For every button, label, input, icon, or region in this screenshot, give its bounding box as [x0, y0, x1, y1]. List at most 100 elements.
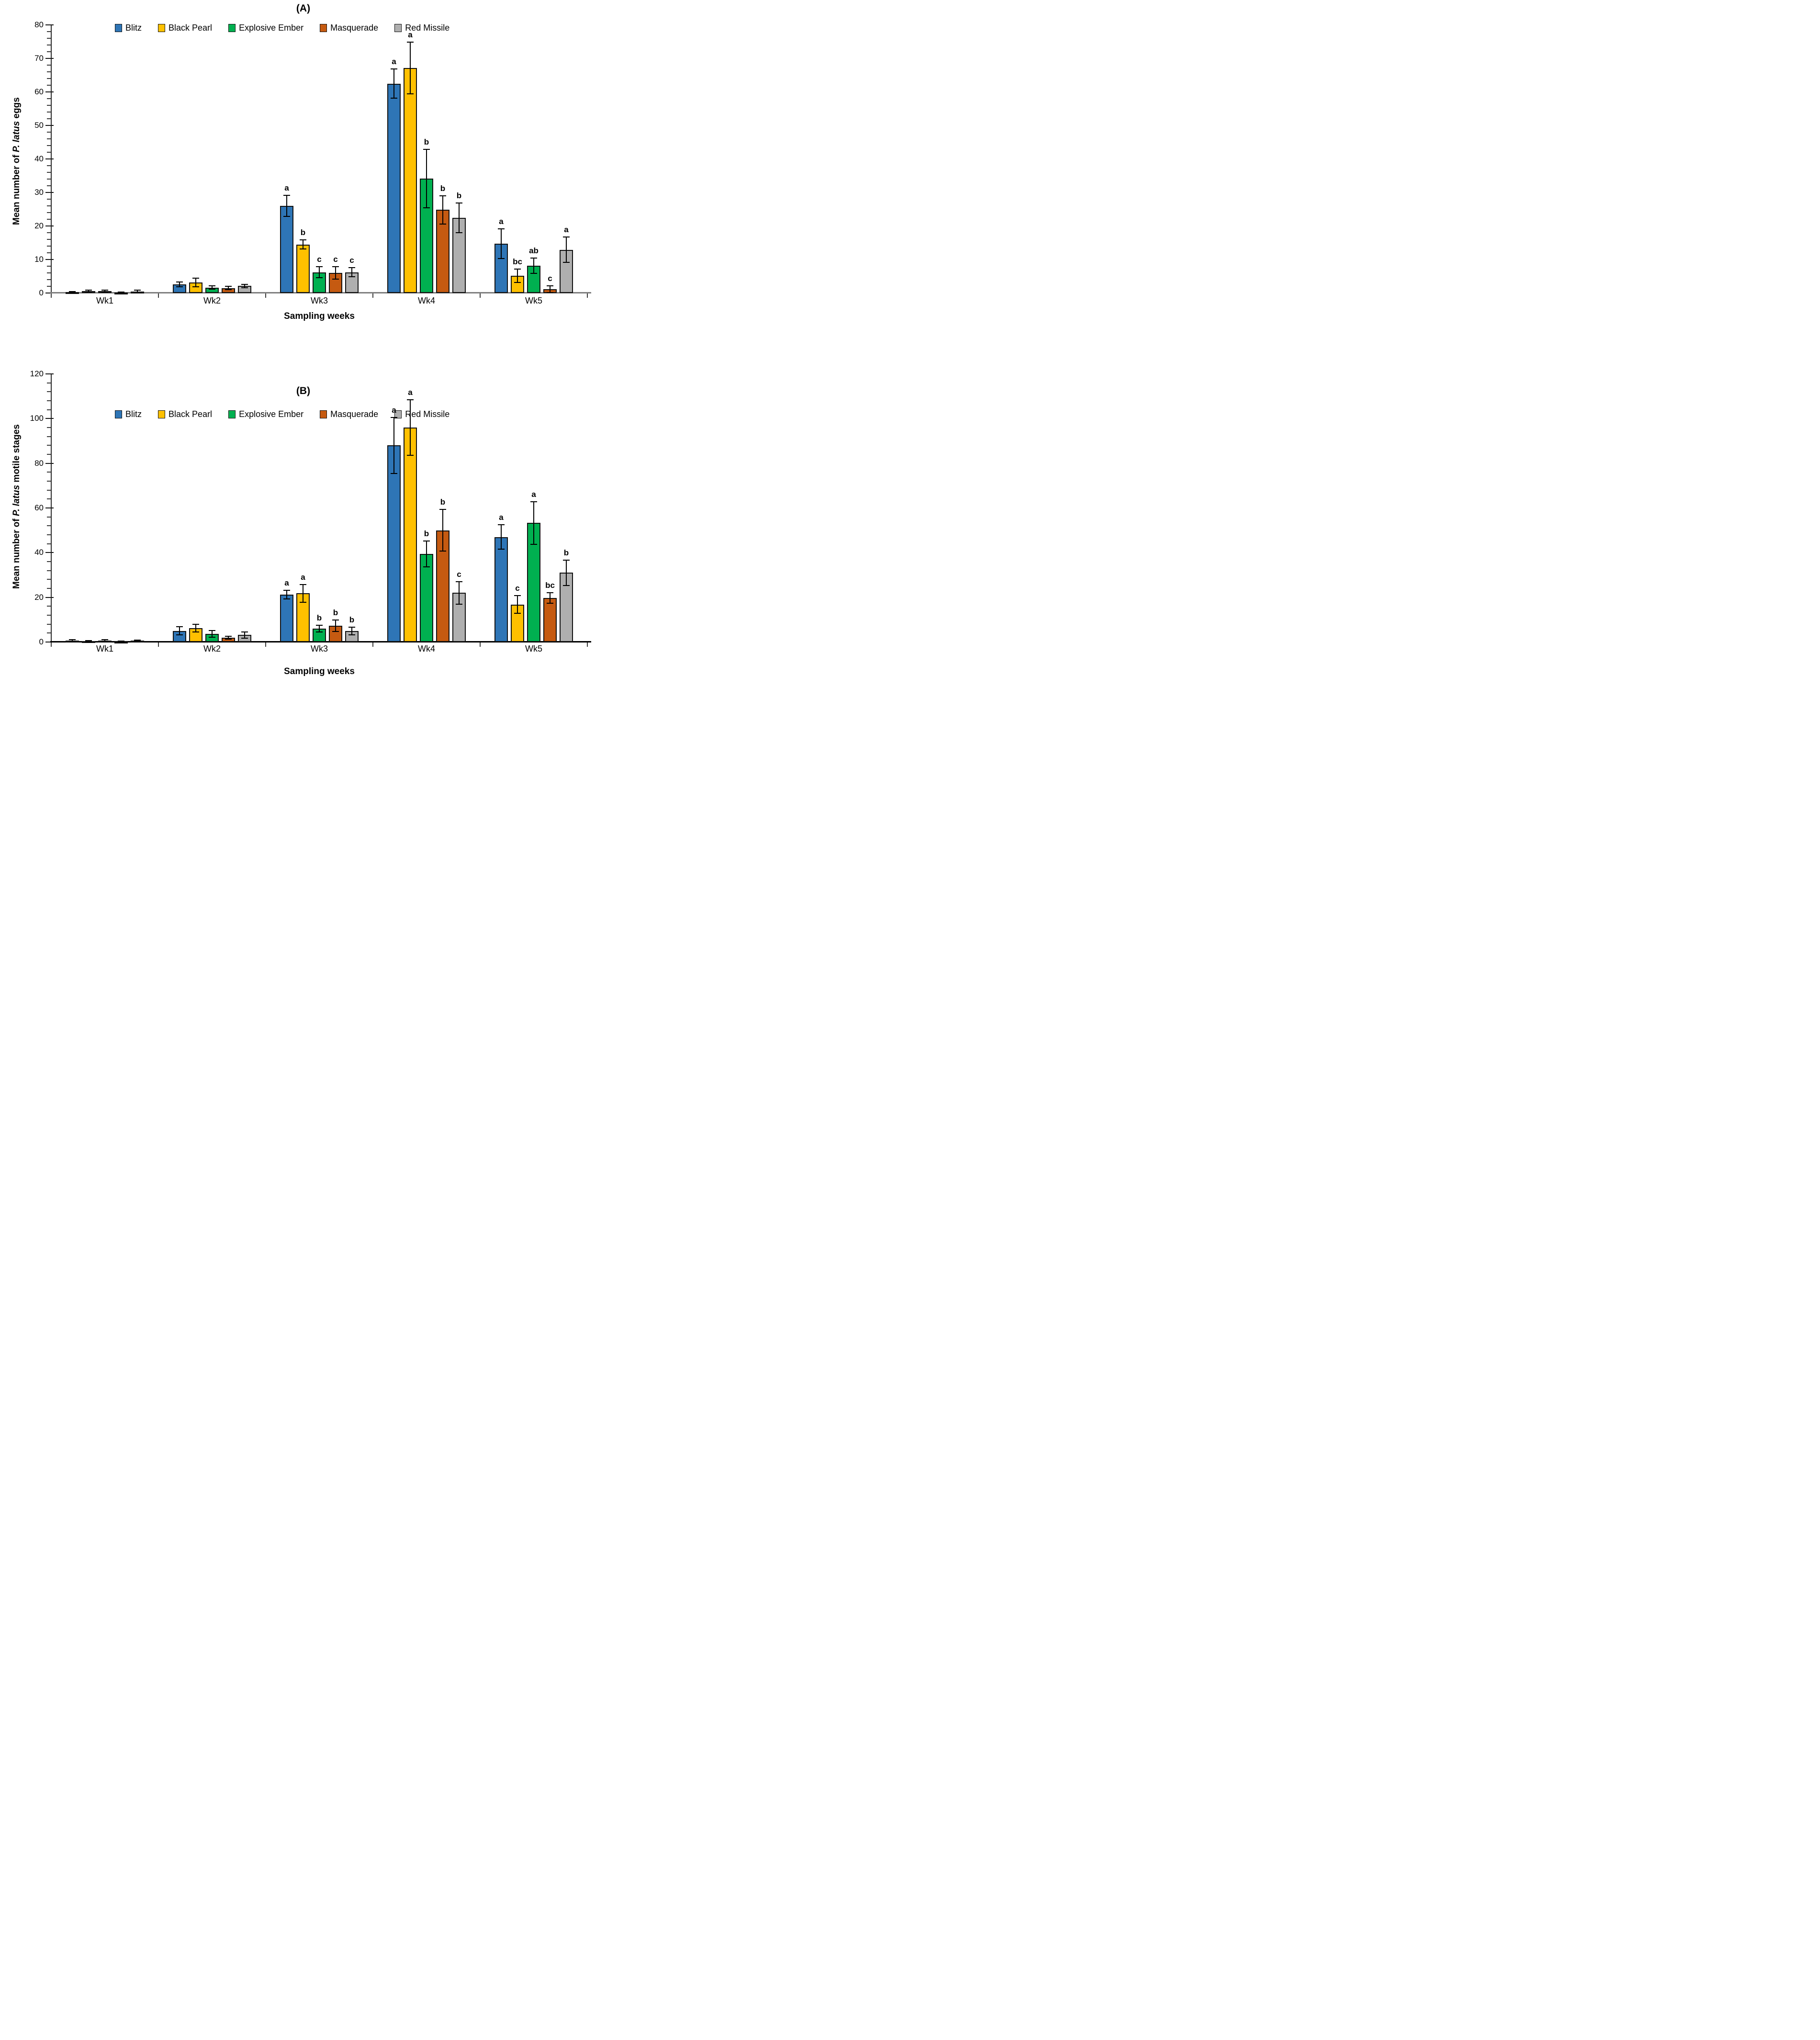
legend-swatch-icon [228, 410, 236, 418]
x-axis-category-label: Wk3 [311, 296, 328, 305]
y-axis-major-tick [45, 462, 54, 464]
x-axis-category-label: Wk1 [96, 296, 113, 305]
y-axis-major-tick [45, 418, 54, 419]
panel-a-legend: Blitz Black Pearl Explosive Ember Masquerad… [115, 23, 449, 33]
y-axis-minor-tick [47, 570, 51, 571]
y-axis-minor-tick [47, 543, 51, 544]
error-bar-cap-top [101, 289, 108, 291]
error-bar-cap-top [300, 239, 306, 241]
error-bar-cap-top [530, 257, 537, 259]
error-bar [137, 290, 138, 293]
y-axis-minor-tick [47, 498, 51, 500]
y-axis-major-tick [45, 507, 54, 508]
error-bar [566, 560, 567, 586]
error-bar [88, 290, 89, 292]
y-axis-minor-tick [47, 185, 51, 186]
y-axis-minor-tick [47, 138, 51, 139]
legend-swatch-icon [228, 24, 236, 32]
error-bar [517, 269, 518, 282]
bar [404, 68, 417, 293]
error-bar-cap-top [134, 640, 141, 641]
significance-letter: b [300, 228, 306, 237]
error-bar-cap-top [225, 286, 232, 287]
error-bar-cap-top [456, 581, 462, 582]
error-bar [533, 258, 534, 273]
significance-letter: a [392, 56, 396, 66]
error-bar-cap-bottom [283, 215, 290, 217]
bar [436, 210, 449, 293]
y-axis-minor-tick [47, 132, 51, 133]
error-bar [228, 286, 229, 290]
error-bar-cap-top [85, 640, 92, 641]
legend-swatch-icon [115, 410, 122, 418]
y-axis-minor-tick [47, 246, 51, 247]
error-bar-cap-top [514, 595, 521, 597]
legend-item: Red Missile [394, 23, 449, 33]
error-bar [501, 525, 502, 550]
y-axis-minor-tick [47, 516, 51, 518]
error-bar-cap-bottom [101, 291, 108, 293]
error-bar-cap-top [69, 639, 76, 641]
error-bar [319, 267, 320, 278]
y-axis-minor-tick [47, 38, 51, 39]
error-bar-cap-bottom [530, 272, 537, 274]
error-bar-cap-top [407, 41, 414, 43]
error-bar-cap-bottom [530, 543, 537, 545]
y-axis-minor-tick [47, 454, 51, 455]
error-bar-cap-top [547, 592, 553, 593]
panel-b-x-axis-title: Sampling weeks [284, 666, 355, 676]
y-axis-minor-tick [47, 152, 51, 153]
legend-label: Blitz [125, 23, 142, 33]
panel-a-title: (A) [296, 3, 311, 14]
y-axis-tick-label: 100 [30, 414, 44, 423]
error-bar-cap-bottom [118, 292, 124, 293]
error-bar [393, 68, 394, 99]
x-axis-tick [587, 293, 588, 298]
error-bar [459, 582, 460, 604]
error-bar-cap-top [69, 291, 76, 292]
significance-letter: a [531, 489, 536, 499]
error-bar-cap-top [176, 626, 183, 628]
error-bar [533, 501, 534, 544]
bar [280, 595, 293, 642]
x-axis-tick [372, 642, 373, 647]
significance-letter: b [440, 497, 446, 507]
y-axis-tick-label: 70 [34, 54, 44, 63]
error-bar-cap-top [348, 267, 355, 268]
significance-letter: c [515, 584, 520, 593]
chart-panel-b: (B) Mean number of P. latus motile stage… [0, 340, 607, 680]
error-bar [442, 509, 443, 552]
error-bar [335, 620, 336, 631]
y-axis-major-tick [45, 373, 54, 374]
significance-letter: c [457, 570, 461, 579]
error-bar-cap-top [407, 399, 414, 400]
y-axis-minor-tick [47, 212, 51, 213]
x-axis-category-label: Wk5 [525, 644, 542, 654]
error-bar [335, 267, 336, 279]
error-bar-cap-bottom [348, 634, 355, 635]
error-bar-cap-top [101, 639, 108, 641]
significance-letter: c [548, 273, 552, 283]
panel-a-plot-area: 0 10 20 30 40 50 60 70 80 a b c c c a a b b b a bc ab c a [34, 20, 591, 298]
legend-swatch-icon [115, 24, 122, 32]
error-bar-cap-top [192, 277, 199, 279]
error-bar-cap-top [391, 417, 397, 418]
y-axis-minor-tick [47, 391, 51, 393]
y-axis-minor-tick [47, 112, 51, 113]
error-bar-cap-bottom [316, 277, 323, 278]
y-axis-minor-tick [47, 525, 51, 527]
legend-swatch-icon [158, 410, 166, 418]
y-axis-minor-tick [47, 266, 51, 267]
y-axis-major-tick [45, 225, 54, 226]
legend-swatch-icon [320, 410, 327, 418]
error-bar-cap-bottom [407, 455, 414, 456]
error-bar-cap-bottom [134, 292, 141, 293]
y-axis-tick-label: 0 [39, 637, 44, 646]
error-bar [72, 640, 73, 642]
significance-letter: a [284, 183, 289, 193]
y-axis-minor-tick [47, 632, 51, 634]
y-axis-minor-tick [47, 85, 51, 86]
bar [543, 598, 557, 642]
y-axis-minor-tick [47, 239, 51, 240]
bar [527, 265, 540, 293]
